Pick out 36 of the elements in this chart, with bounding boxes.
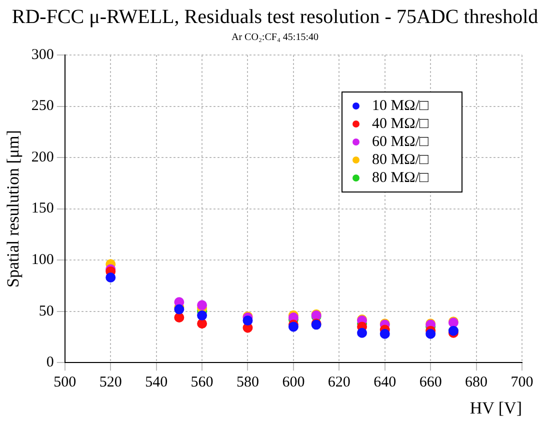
x-tick-label: 520: [99, 374, 122, 391]
y-tick-label: 200: [31, 149, 54, 166]
y-axis-title: Spatial resulution [μm]: [4, 130, 23, 288]
y-tick-label: 250: [31, 98, 54, 114]
x-tick-label: 560: [190, 374, 214, 391]
point: [426, 328, 436, 339]
point: [174, 312, 184, 322]
chart-title: RD-FCC μ-RWELL, Residuals test resolution - 75ADC threshold: [10, 6, 540, 29]
x-tick-label: 620: [328, 374, 350, 391]
legend-label: 80 MΩ/□: [372, 170, 430, 186]
x-tick-label: 640: [374, 374, 396, 391]
x-tick-label: 680: [465, 374, 488, 391]
y-tick-label: 150: [31, 200, 54, 217]
x-tick-label: 700: [510, 374, 534, 391]
point: [357, 328, 368, 338]
point: [197, 310, 208, 320]
y-tick-label: 300: [31, 46, 54, 63]
x-tick-label: 600: [282, 374, 305, 391]
x-tick-label: 500: [54, 374, 76, 391]
point: [197, 300, 208, 310]
legend-label: 40 MΩ/□: [372, 116, 430, 132]
y-tick-label: 100: [31, 252, 54, 268]
y-tick-label: 0: [46, 354, 54, 371]
y-tick-label: 50: [38, 303, 54, 320]
legend-label: 10 MΩ/□: [372, 98, 430, 114]
chart-subtitle: Ar CO₂:CF₄ 45:15:40: [230, 32, 320, 43]
legend-label: 80 MΩ/□: [372, 152, 430, 168]
x-tick-label: 540: [145, 374, 168, 391]
point: [106, 272, 116, 282]
x-axis-title: HV [V]: [470, 398, 522, 418]
legend-label: 60 MΩ/□: [372, 134, 430, 150]
point: [380, 328, 390, 339]
point: [197, 318, 208, 329]
point: [242, 316, 253, 326]
x-tick-label: 660: [419, 374, 442, 391]
x-tick-label: 580: [236, 374, 259, 391]
